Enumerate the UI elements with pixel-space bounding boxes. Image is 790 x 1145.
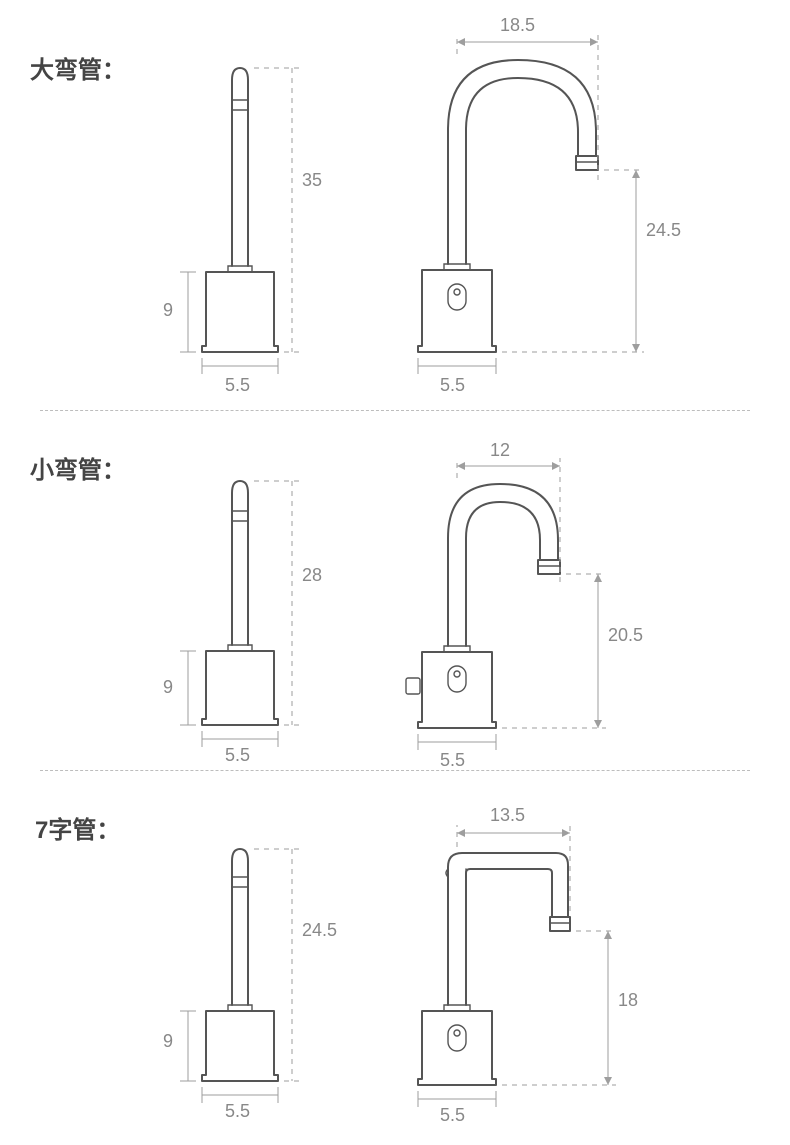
section-seven-shape: 7字管： 5.5 9 24.5 [0,775,790,1125]
dim-7-side-total-h: 24.5 [302,920,337,941]
section-small-bend: 小弯管： 5.5 9 28 [0,415,790,755]
title-small-bend: 小弯管： [30,450,126,485]
title-seven-shape: 7字管： [35,810,120,845]
dim-lb-front-height: 24.5 [646,220,681,241]
dim-sb-front-reach: 12 [490,440,510,461]
seven-front-diagram [400,807,700,1107]
dim-lb-side-base-h: 9 [163,300,173,321]
dim-lb-side-total-h: 35 [302,170,322,191]
large-bend-side-diagram [150,30,350,370]
dim-sb-front-height: 20.5 [608,625,643,646]
dim-7-side-base-h: 9 [163,1031,173,1052]
dim-sb-front-base-w: 5.5 [440,750,465,771]
dim-7-front-base-w: 5.5 [440,1105,465,1126]
dim-sb-side-base-w: 5.5 [225,745,250,766]
title-large-bend: 大弯管： [30,50,126,85]
seven-side-diagram [150,815,350,1105]
dim-7-front-height: 18 [618,990,638,1011]
dim-sb-side-base-h: 9 [163,677,173,698]
divider-1 [40,410,750,411]
spec-sheet: 大弯管： 5.5 9 35 [0,0,790,1145]
dim-lb-front-reach: 18.5 [500,15,535,36]
section-large-bend: 大弯管： 5.5 9 35 [0,0,790,400]
dim-7-side-base-w: 5.5 [225,1101,250,1122]
small-bend-side-diagram [150,445,350,745]
dim-lb-front-base-w: 5.5 [440,375,465,396]
small-bend-front-diagram [400,440,700,750]
dim-7-front-reach: 13.5 [490,805,525,826]
dim-lb-side-base-w: 5.5 [225,375,250,396]
large-bend-front-diagram [400,20,720,380]
dim-sb-side-total-h: 28 [302,565,322,586]
divider-2 [40,770,750,771]
